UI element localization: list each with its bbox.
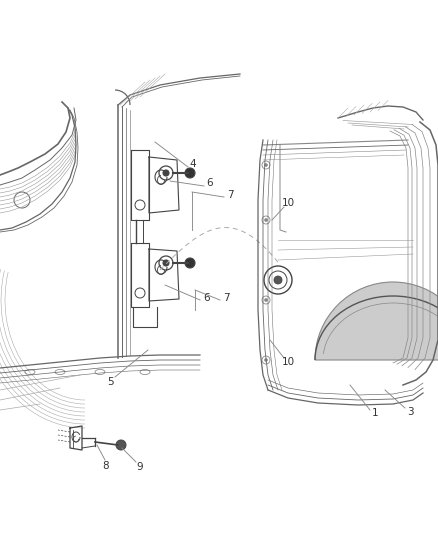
Text: 6: 6: [207, 178, 213, 188]
Circle shape: [265, 164, 268, 166]
Circle shape: [185, 258, 195, 268]
Circle shape: [185, 168, 195, 178]
Text: 9: 9: [137, 462, 143, 472]
Text: 10: 10: [282, 357, 295, 367]
Circle shape: [163, 170, 169, 176]
Text: 10: 10: [282, 198, 295, 208]
Text: 7: 7: [223, 293, 230, 303]
Text: 8: 8: [102, 461, 110, 471]
Circle shape: [116, 440, 126, 450]
Circle shape: [265, 219, 268, 222]
Text: 1: 1: [372, 408, 378, 418]
Circle shape: [265, 298, 268, 302]
Circle shape: [265, 359, 268, 361]
Circle shape: [274, 276, 282, 284]
Text: 4: 4: [190, 159, 196, 169]
Text: 5: 5: [107, 377, 113, 387]
Wedge shape: [315, 282, 438, 360]
Text: 3: 3: [407, 407, 413, 417]
Circle shape: [163, 260, 169, 266]
Text: 6: 6: [204, 293, 210, 303]
Text: 7: 7: [227, 190, 233, 200]
